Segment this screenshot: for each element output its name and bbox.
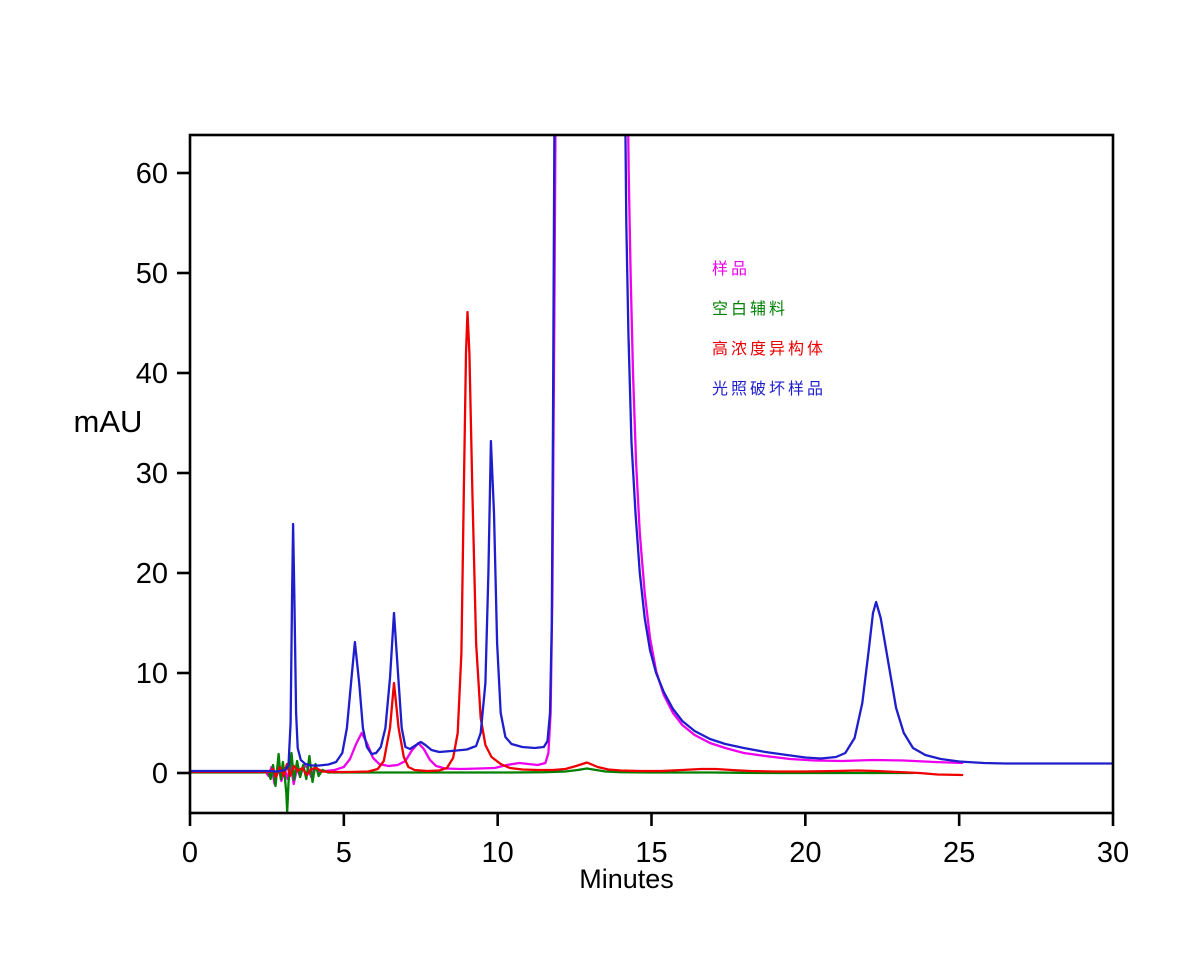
- y-axis-label: mAU: [73, 404, 143, 439]
- x-tick-label: 20: [789, 837, 821, 869]
- y-tick-label: 0: [152, 758, 168, 790]
- y-tick-label: 30: [136, 458, 168, 490]
- y-tick-label: 20: [136, 558, 168, 590]
- y-tick-label: 50: [136, 258, 168, 290]
- trace-high-conc-isomer: [190, 310, 964, 779]
- x-tick-label: 15: [635, 837, 667, 869]
- legend-item-photodegraded-sample: 光照破坏样品: [712, 381, 827, 398]
- x-tick-label: 25: [943, 837, 975, 869]
- trace-photodegraded-sample: [190, 135, 1113, 773]
- legend-item-sample: 样品: [712, 261, 751, 278]
- y-tick-label: 60: [136, 158, 168, 190]
- y-tick-label: 40: [136, 358, 168, 390]
- y-tick-label: 10: [136, 658, 168, 690]
- legend: 样品空白辅料高浓度异构体 光照破坏样品: [712, 250, 826, 410]
- legend-item-high-conc-isomer: 高浓度异构体: [712, 341, 827, 358]
- x-tick-label: 5: [336, 837, 352, 869]
- plot-frame: [188, 133, 1115, 815]
- x-tick-label: 30: [1097, 837, 1129, 869]
- trace-sample: [190, 135, 964, 786]
- trace-blank-excipient: [190, 751, 915, 813]
- x-axis-label: Minutes: [579, 864, 674, 894]
- x-tick-label: 0: [182, 837, 198, 869]
- legend-item-blank-excipient: 空白辅料: [712, 301, 789, 318]
- x-tick-label: 10: [482, 837, 514, 869]
- traces-group: [190, 135, 1113, 813]
